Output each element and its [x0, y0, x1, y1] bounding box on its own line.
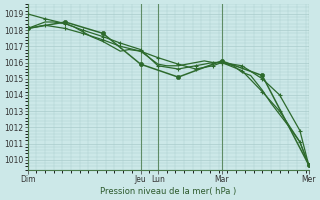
X-axis label: Pression niveau de la mer( hPa ): Pression niveau de la mer( hPa ) — [100, 187, 236, 196]
